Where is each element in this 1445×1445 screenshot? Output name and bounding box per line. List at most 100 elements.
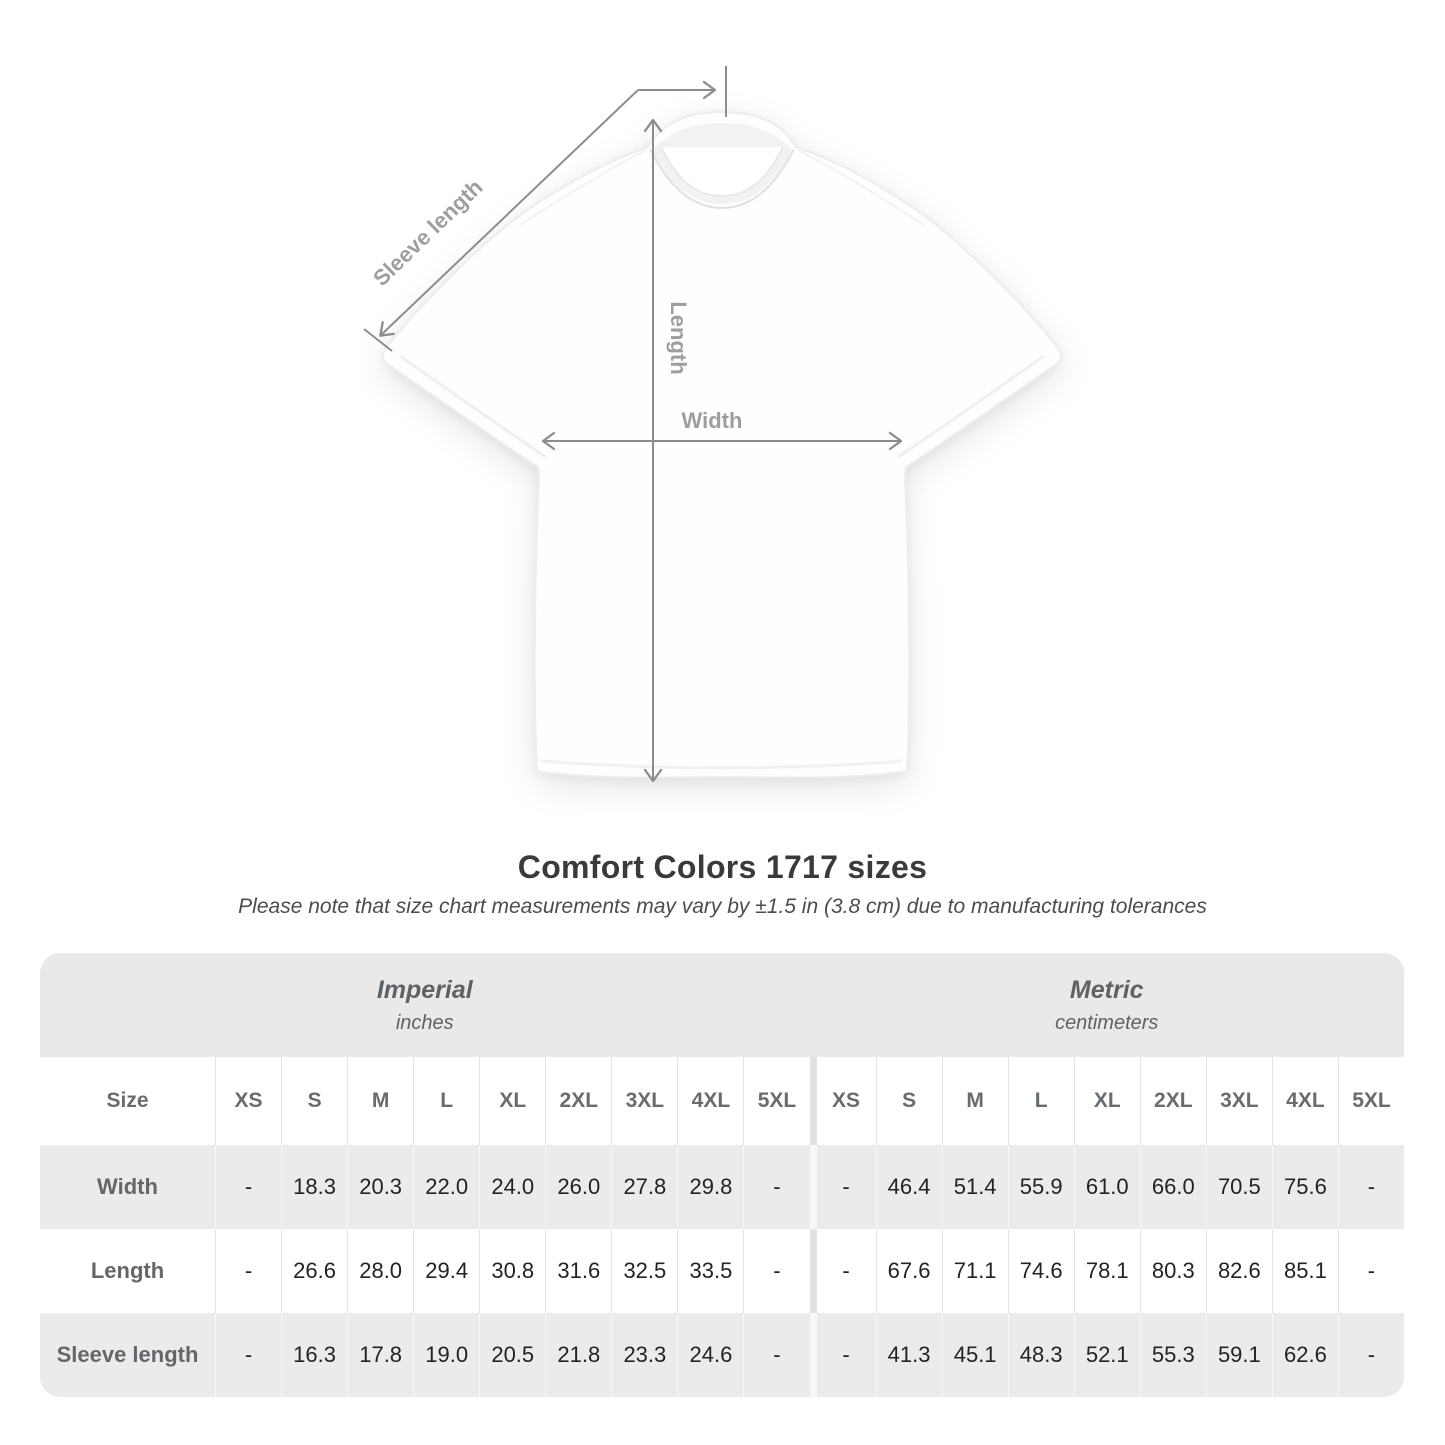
size-chart-table: Imperial inches Metric centimeters Size X… <box>40 953 1404 1397</box>
size-header-cell: XL <box>1073 1057 1140 1145</box>
table-cell: 66.0 <box>1139 1145 1206 1229</box>
sleeve-end-tick <box>363 328 393 352</box>
page-title: Comfort Colors 1717 sizes <box>517 849 928 885</box>
right-cuff-seam <box>897 354 1045 459</box>
table-cell: - <box>215 1313 282 1397</box>
size-header-cell: 4XL <box>677 1057 744 1145</box>
table-cell: 27.8 <box>611 1145 678 1229</box>
table-cell: 21.8 <box>545 1313 612 1397</box>
table-cell: 16.3 <box>281 1313 348 1397</box>
table-cell: 70.5 <box>1205 1145 1272 1229</box>
table-cell: 55.3 <box>1139 1313 1206 1397</box>
table-cell: 75.6 <box>1271 1145 1338 1229</box>
table-cell: - <box>215 1229 282 1313</box>
imperial-header: Imperial inches <box>40 953 810 1057</box>
collar-band-outer <box>649 148 795 210</box>
size-header-cell: M <box>347 1057 414 1145</box>
table-cell: 41.3 <box>875 1313 942 1397</box>
row-label: Length <box>40 1229 215 1313</box>
table-cell: 48.3 <box>1007 1313 1074 1397</box>
table-cell: 30.8 <box>479 1229 546 1313</box>
tshirt-body <box>381 110 1063 779</box>
size-header-cell: M <box>941 1057 1008 1145</box>
table-cell: 26.0 <box>545 1145 612 1229</box>
left-cuff-seam <box>399 354 547 459</box>
length-label: Length <box>666 301 691 374</box>
table-cell: 78.1 <box>1073 1229 1140 1313</box>
size-header-cell: S <box>281 1057 348 1145</box>
sleeve-arrow <box>379 89 639 337</box>
table-cell: 51.4 <box>941 1145 1008 1229</box>
table-cell: 71.1 <box>941 1229 1008 1313</box>
table-cell: 19.0 <box>413 1313 480 1397</box>
collar-band-inner <box>660 146 784 198</box>
size-header-cell: L <box>413 1057 480 1145</box>
table-cell: 33.5 <box>677 1229 744 1313</box>
table-cell: 85.1 <box>1271 1229 1338 1313</box>
table-cell: - <box>743 1313 810 1397</box>
tshirt-illustration <box>381 110 1063 779</box>
hem-seam <box>541 759 903 770</box>
table-cell: 59.1 <box>1205 1313 1272 1397</box>
table-cell: 22.0 <box>413 1145 480 1229</box>
size-header-cell: 2XL <box>545 1057 612 1145</box>
table-cell: 62.6 <box>1271 1313 1338 1397</box>
size-header-cell: 3XL <box>1205 1057 1272 1145</box>
size-header-cell: 4XL <box>1271 1057 1338 1145</box>
size-header-cell: 2XL <box>1139 1057 1206 1145</box>
table-cell: 18.3 <box>281 1145 348 1229</box>
table-cell: 24.6 <box>677 1313 744 1397</box>
table-cell: 74.6 <box>1007 1229 1074 1313</box>
table-cell: 20.5 <box>479 1313 546 1397</box>
row-label: Sleeve length <box>40 1313 215 1397</box>
table-cell: 29.4 <box>413 1229 480 1313</box>
table-cell: 55.9 <box>1007 1145 1074 1229</box>
size-header-cell: 3XL <box>611 1057 678 1145</box>
size-header-cell: 5XL <box>1337 1057 1404 1145</box>
table-cell: 24.0 <box>479 1145 546 1229</box>
metric-title: Metric <box>1069 975 1144 1004</box>
table-cell: 17.8 <box>347 1313 414 1397</box>
table-cell: - <box>743 1229 810 1313</box>
left-shoulder-seam <box>519 149 647 226</box>
table-cell: - <box>809 1313 876 1397</box>
table-cell: 20.3 <box>347 1145 414 1229</box>
metric-header: Metric centimeters <box>809 953 1404 1057</box>
table-cell: 26.6 <box>281 1229 348 1313</box>
size-column-header: Size <box>40 1057 215 1145</box>
imperial-title: Imperial <box>376 975 473 1004</box>
table-cell: - <box>1337 1145 1404 1229</box>
size-header-cell: XS <box>809 1057 876 1145</box>
table-cell: 67.6 <box>875 1229 942 1313</box>
width-label: Width <box>682 408 743 433</box>
size-header-cell: XS <box>215 1057 282 1145</box>
size-header-cell: L <box>1007 1057 1074 1145</box>
table-cell: 46.4 <box>875 1145 942 1229</box>
table-cell: - <box>809 1229 876 1313</box>
table-cell: 61.0 <box>1073 1145 1140 1229</box>
row-label: Width <box>40 1145 215 1229</box>
imperial-unit: inches <box>395 1011 454 1034</box>
table-cell: 52.1 <box>1073 1313 1140 1397</box>
size-header-cell: XL <box>479 1057 546 1145</box>
table-cell: 80.3 <box>1139 1229 1206 1313</box>
table-cell: 32.5 <box>611 1229 678 1313</box>
table-cell: 29.8 <box>677 1145 744 1229</box>
table-cell: 45.1 <box>941 1313 1008 1397</box>
right-shoulder-seam <box>797 149 925 226</box>
measurement-lines <box>363 66 903 783</box>
tolerance-note: Please note that size chart measurements… <box>238 895 1207 918</box>
table-cell: 31.6 <box>545 1229 612 1313</box>
table-cell: - <box>743 1145 810 1229</box>
table-cell: - <box>1337 1313 1404 1397</box>
table-cell: 23.3 <box>611 1313 678 1397</box>
tshirt-diagram: Sleeve length Length Width <box>363 66 1063 783</box>
table-cell: - <box>1337 1229 1404 1313</box>
size-grid: Imperial inches Metric centimeters Size X… <box>40 953 1404 1397</box>
size-header-cell: 5XL <box>743 1057 810 1145</box>
metric-unit: centimeters <box>1055 1011 1159 1034</box>
table-cell: - <box>215 1145 282 1229</box>
table-cell: - <box>809 1145 876 1229</box>
table-cell: 28.0 <box>347 1229 414 1313</box>
